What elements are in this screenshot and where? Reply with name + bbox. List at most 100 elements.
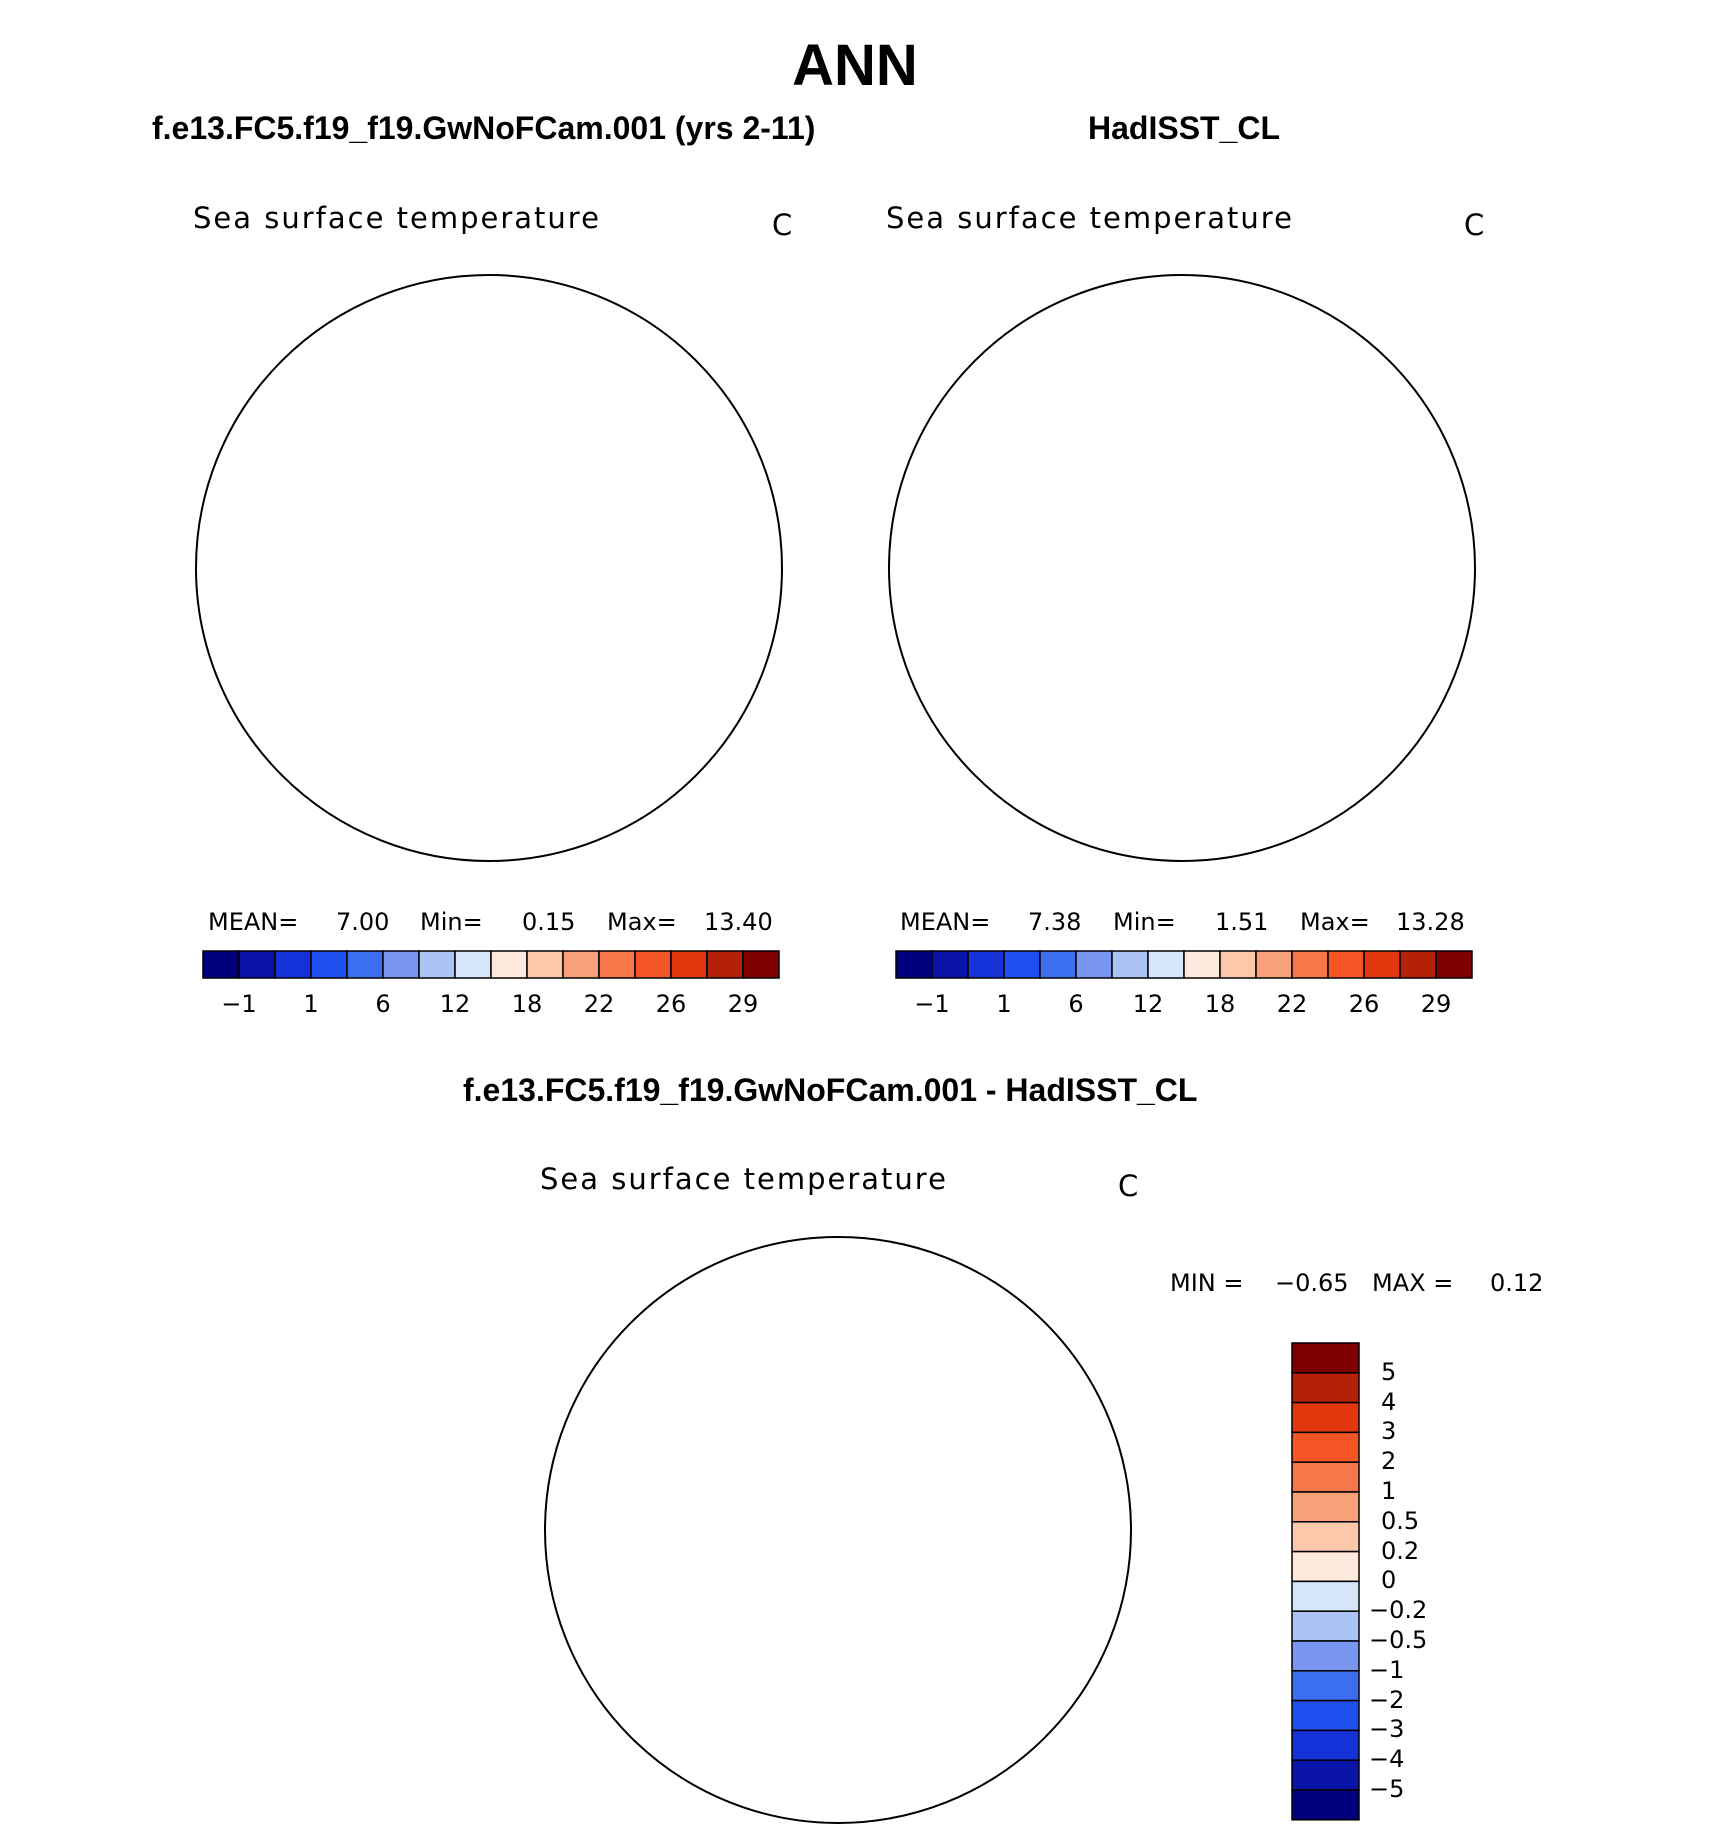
panel2-colorbar-box — [895, 950, 933, 979]
panel2-colorbar-box — [1003, 950, 1041, 979]
panel3-colorbar-tick: 0 — [1381, 1566, 1397, 1595]
panel1-field-barents-lower — [459, 668, 529, 738]
panel3-field-greenland-neg — [748, 1550, 838, 1640]
panel1-field-norwegian — [449, 628, 549, 768]
panel2-colorbar-box — [1399, 950, 1437, 979]
panel3-min-value: −0.65 — [1275, 1269, 1349, 1297]
panel1-title: Sea surface temperature — [193, 201, 601, 235]
panel2-colorbar-tick: 18 — [1204, 990, 1236, 1018]
panel3-colorbar-box — [1291, 1640, 1360, 1672]
panel3-colorbar-box — [1291, 1789, 1360, 1821]
panel1-mean-value: 7.00 — [336, 908, 390, 936]
panel2-colorbar-tick: 12 — [1132, 990, 1164, 1018]
panel1-colorbar-box — [454, 950, 492, 979]
panel3-colorbar-box — [1291, 1342, 1360, 1374]
panel3-colorbar-box — [1291, 1550, 1360, 1583]
panel1-colorbar-box — [742, 950, 780, 979]
panel3-colorbar-tick: −0.5 — [1369, 1626, 1428, 1654]
panel3-colorbar-tick: 0.5 — [1381, 1506, 1420, 1535]
panel2-mean-label: MEAN= — [900, 908, 991, 936]
panel2-colorbar-box — [1219, 950, 1257, 979]
panel1-colorbar-box — [670, 950, 708, 979]
panel2-colorbar-box — [1363, 950, 1401, 979]
panel1-colorbar-box — [562, 950, 600, 979]
panel2-colorbar-box — [1255, 950, 1293, 979]
panel3-colorbar-tick: 3 — [1381, 1417, 1397, 1446]
panel2-max-value: 13.28 — [1396, 908, 1465, 936]
panel3-colorbar-box — [1291, 1580, 1360, 1612]
panel1-mean-label: MEAN= — [208, 908, 299, 936]
panel3-field-barents-neg2 — [858, 1208, 918, 1250]
panel3-field-barents-pos — [578, 1208, 918, 1350]
panel2-map-border — [888, 274, 1476, 862]
panel2-colorbar-tick: 29 — [1420, 990, 1452, 1018]
panel3-max-label: MAX = — [1372, 1269, 1454, 1297]
panel2-colorbar-tick: 6 — [1068, 990, 1084, 1018]
panel3-field-barents-neg1 — [798, 1212, 868, 1250]
panel1-field-kara — [329, 284, 409, 342]
panel2-field-greenland-sea — [1122, 558, 1272, 708]
panel3-field-northatl-neg — [528, 1630, 798, 1760]
panel3-colorbar-box — [1291, 1431, 1360, 1463]
panel3-colorbar-tick: −1 — [1369, 1655, 1405, 1684]
panel2-colorbar-box — [1435, 950, 1473, 979]
panel2-field-southmost — [882, 778, 1122, 868]
panel1-field-northatl-outer — [189, 668, 449, 788]
panel1-field-greenland-sea — [419, 548, 579, 708]
panel3-colorbar-tick: −0.2 — [1369, 1596, 1428, 1625]
panel1-max-label: Max= — [607, 908, 677, 936]
panel3-colorbar-tick: −5 — [1369, 1775, 1405, 1803]
panel1-colorbar-tick: 29 — [727, 990, 759, 1018]
panel3-colorbar-box — [1291, 1461, 1360, 1493]
panel1-map-border — [195, 274, 783, 862]
panel1-colorbar-box — [382, 950, 420, 979]
panel2-colorbar-box — [967, 950, 1005, 979]
panel3-max-value: 0.12 — [1490, 1269, 1544, 1297]
panel2-title: Sea surface temperature — [886, 201, 1294, 235]
panel3-map-border — [544, 1236, 1132, 1824]
panel1-colorbar-box — [202, 950, 240, 979]
panel3-title: Sea surface temperature — [540, 1162, 948, 1196]
panel1-colorbar-box — [310, 950, 348, 979]
panel3-field-northatl-pos — [528, 1660, 718, 1730]
panel1-colorbar-tick: 22 — [583, 990, 615, 1018]
panel1-colorbar-box — [274, 950, 312, 979]
panel2-mean-value: 7.38 — [1028, 908, 1082, 936]
panel2-units: C — [1464, 208, 1487, 242]
panel1-map — [189, 274, 783, 868]
panel2-colorbar-tick: 22 — [1276, 990, 1308, 1018]
panel1-colorbar-box — [418, 950, 456, 979]
panel2-colorbar-box — [1075, 950, 1113, 979]
panel3-map — [528, 1208, 1132, 1824]
panel2-colorbar-box — [1183, 950, 1221, 979]
panel1-colorbar-tick: 18 — [511, 990, 543, 1018]
panel1-min-value: 0.15 — [522, 908, 576, 936]
diff-panel-header: f.e13.FC5.f19_f19.GwNoFCam.001 - HadISST… — [463, 1072, 1198, 1108]
panel3-colorbar-box — [1291, 1729, 1360, 1761]
panel1-max-value: 13.40 — [704, 908, 773, 936]
panel2-colorbar-box — [1111, 950, 1149, 979]
panel3-colorbar-box — [1291, 1610, 1360, 1642]
panel1-colorbar-box — [526, 950, 564, 979]
panel1-colorbar-tick: 1 — [303, 990, 319, 1018]
right-panel-header: HadISST_CL — [1088, 110, 1281, 146]
panel3-colorbar-box — [1291, 1372, 1360, 1404]
panel1-units: C — [772, 208, 795, 242]
panel3-colorbar-box — [1291, 1401, 1360, 1434]
panel3-colorbar-tick: 0.2 — [1381, 1536, 1420, 1565]
panel3-colorbar-tick: −3 — [1369, 1715, 1405, 1744]
panel3-colorbar-box — [1291, 1521, 1360, 1553]
panel2-colorbar-tick: −1 — [914, 990, 950, 1018]
panel3-field-norwegian-pos — [768, 1580, 878, 1710]
panel1-colorbar-box — [238, 950, 276, 979]
panel2-field-northatl-outer — [882, 668, 1142, 788]
panel2-map — [882, 274, 1476, 868]
panel3-units: C — [1118, 1169, 1141, 1203]
panel2-colorbar-box — [931, 950, 969, 979]
panel2-field-northatl-mid — [882, 698, 1112, 763]
panel3-colorbar-tick: −2 — [1369, 1685, 1405, 1714]
figure-title: ANN — [792, 33, 918, 98]
panel3-colorbar-tick: 5 — [1381, 1357, 1397, 1386]
panel1-field-southmost — [189, 778, 429, 868]
panel2-min-value: 1.51 — [1215, 908, 1269, 936]
